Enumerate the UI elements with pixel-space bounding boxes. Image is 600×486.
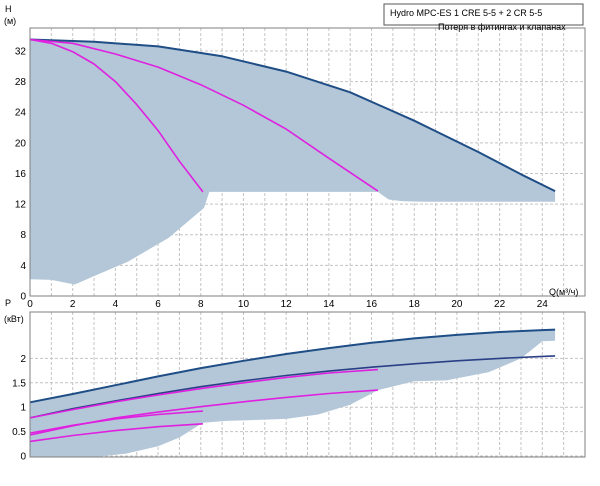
flow-x-tick-labels: 0 2 4 6 8 10 12 14 16 18 20 22 24 (27, 299, 548, 310)
power-y-tick-label: 2 (20, 354, 26, 365)
power-curve-2 (29, 355, 556, 419)
power-y-tick-label: 1.5 (12, 378, 26, 389)
power-curve-5 (29, 410, 203, 434)
power-operating-area (30, 329, 556, 457)
power-chart-frame (29, 311, 586, 458)
head-chart-frame (29, 27, 586, 297)
power-y-tick-label: 1 (20, 403, 26, 414)
legend-subtitle: Потеря в фитингах и клапанах (438, 22, 566, 32)
flow-x-axis-label: Q(м³/ч) (549, 287, 578, 297)
flow-x-tick-label: 10 (238, 299, 250, 310)
flow-x-tick-label: 14 (323, 299, 335, 310)
flow-x-tick-label: 4 (113, 299, 119, 310)
head-y-tick-label: 0 (20, 292, 26, 303)
flow-x-tick-label: 22 (494, 299, 506, 310)
power-y-label-line1: P (5, 298, 11, 308)
power-curve-1 (29, 328, 556, 404)
head-y-tick-label: 8 (20, 230, 26, 241)
flow-x-tick-label: 8 (198, 299, 204, 310)
flow-x-tick-label: 24 (537, 299, 549, 310)
power-curve-3 (29, 368, 378, 419)
head-y-tick-label: 24 (15, 108, 27, 119)
flow-x-tick-label: 18 (409, 299, 421, 310)
head-operating-area (30, 39, 556, 285)
legend-title: Hydro MPC-ES 1 CRE 5-5 + 2 CR 5-5 (390, 8, 542, 18)
legend: Hydro MPC-ES 1 CRE 5-5 + 2 CR 5-5 Потеря… (383, 3, 584, 32)
flow-x-tick-label: 12 (281, 299, 293, 310)
power-y-tick-label: 0.5 (12, 427, 26, 438)
head-y-tick-labels: 0 4 8 12 16 20 24 28 32 (15, 46, 27, 302)
head-curve-2 (29, 38, 204, 193)
legend-box (383, 3, 584, 26)
power-curve-6 (29, 423, 203, 443)
head-y-tick-label: 20 (15, 138, 27, 149)
flow-x-tick-label: 6 (155, 299, 161, 310)
power-chart-panel: 0 0.5 1 1.5 2 P (кВт) (4, 298, 586, 463)
head-y-tick-label: 28 (15, 77, 27, 88)
power-y-tick-labels: 0 0.5 1 1.5 2 (12, 354, 26, 463)
flow-x-tick-label: 0 (27, 299, 33, 310)
flow-x-tick-label: 2 (70, 299, 76, 310)
head-y-tick-label: 4 (20, 261, 26, 272)
head-curve-1 (29, 38, 556, 192)
head-curve-3 (29, 38, 379, 192)
power-y-tick-label: 0 (20, 452, 26, 463)
head-y-tick-label: 12 (15, 200, 27, 211)
head-y-label-line2: (м) (4, 16, 16, 26)
power-y-label-line2: (кВт) (4, 314, 24, 324)
flow-x-tick-label: 16 (366, 299, 378, 310)
head-y-label-line1: H (5, 4, 12, 14)
head-curves (29, 38, 556, 193)
head-y-tick-label: 32 (15, 46, 27, 57)
power-curves (29, 328, 556, 443)
head-y-tick-label: 16 (15, 169, 27, 180)
flow-x-tick-label: 20 (451, 299, 463, 310)
